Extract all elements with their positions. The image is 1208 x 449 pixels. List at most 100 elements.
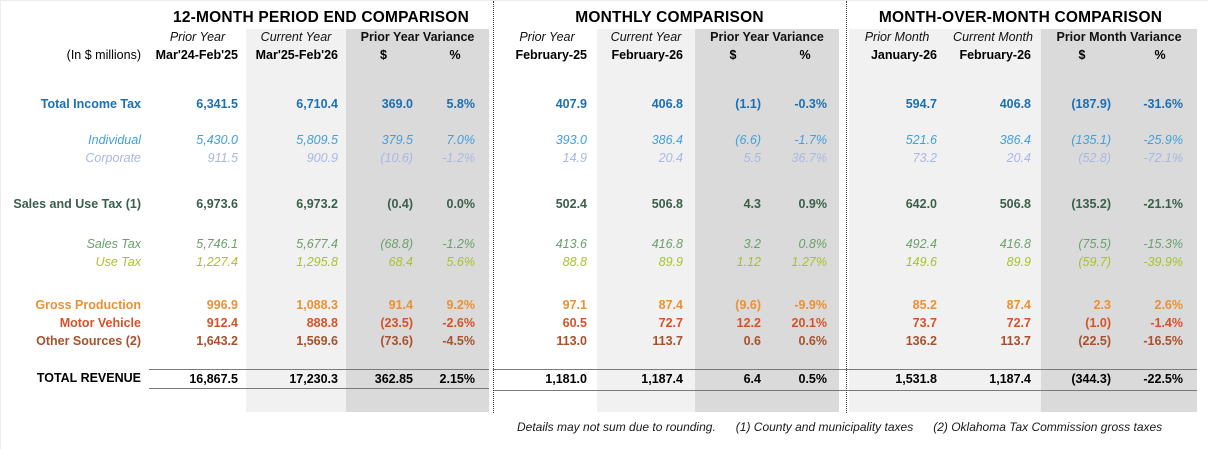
row-label-other-sources: Other Sources (2) [36,334,141,348]
other-sources-variance-dollar-value: 0.6 [743,334,761,348]
sales-and-use-tax-prior-value: 642.0 [905,197,937,211]
individual-prior-value: 5,430.0 [196,133,238,147]
data-rows: Total Income Tax 6,341.5 6,710.4 369.0 5.8% I… [1,95,493,389]
row-use-tax: Use Tax 1,227.4 1,295.8 68.4 5.6% [1,253,493,271]
use-tax-variance-percent-value: 1.27% [791,255,827,269]
corporate-prior-value: 14.9 [562,151,587,165]
other-sources-variance-dollar-value: (73.6) [380,334,413,348]
individual-variance-dollar-value: 379.5 [381,133,413,147]
gross-production-prior-value: 996.9 [206,298,238,312]
current-year-column-shading [246,29,346,412]
corporate-current-value: 900.9 [306,151,338,165]
other-sources-variance-percent-value: 0.6% [798,334,828,348]
current-month-header: Current Month [953,30,1033,44]
percent-column-header: % [449,48,461,62]
corporate-current-value: 20.4 [658,151,683,165]
corporate-current-value: 20.4 [1006,151,1031,165]
corporate-prior-value: 911.5 [207,151,238,165]
row-label-sales-and-use-tax: Sales and Use Tax (1) [13,197,141,211]
row-individual: 393.0 386.4 (6.6) -1.7% [493,131,846,149]
prior-period-label: Mar'24-Feb'25 [155,48,238,62]
sales-and-use-tax-prior-value: 6,973.6 [196,197,238,211]
variance-header: Prior Year Variance [710,30,824,44]
sales-and-use-tax-variance-dollar-value: (0.4) [387,197,413,211]
motor-vehicle-current-value: 72.7 [658,316,683,330]
other-sources-variance-dollar-value: (22.5) [1078,334,1111,348]
current-year-header: Current Year [260,30,332,44]
data-rows: 594.7 406.8 (187.9) -31.6% 521.6 386.4 (135.1)… [846,95,1208,391]
motor-vehicle-variance-percent-value: 20.1% [791,316,827,330]
footnote-1: (1) County and municipality taxes [735,420,914,434]
column-group-header-row: Prior Year Current Year Prior Year Varia… [1,29,493,45]
gross-production-current-value: 1,088.3 [296,298,338,312]
use-tax-current-value: 89.9 [658,255,683,269]
units-label: (In $ millions) [66,48,141,62]
motor-vehicle-variance-dollar-value: (23.5) [380,316,413,330]
total-income-tax-variance-dollar-value: (1.1) [735,97,761,111]
row-individual: Individual 5,430.0 5,809.5 379.5 7.0% [1,131,493,149]
sales-tax-current-value: 5,677.4 [296,237,338,251]
gross-production-variance-percent-value: -9.9% [794,298,827,312]
total-revenue-variance-percent-value: 2.15% [421,369,489,389]
column-group-header-row: Prior Year Current Year Prior Year Varia… [493,29,846,45]
sales-tax-current-value: 416.8 [651,237,683,251]
dollar-column-header: $ [1078,48,1086,62]
row-gross-production: 85.2 87.4 2.3 2.6% [846,296,1208,314]
prior-period-label: February-25 [515,48,587,62]
motor-vehicle-variance-percent-value: -1.4% [1150,316,1183,330]
total-revenue-current-value: 17,230.3 [246,369,346,389]
rounding-note: Details may not sum due to rounding. [517,420,716,434]
row-motor-vehicle: 73.7 72.7 (1.0) -1.4% [846,314,1208,332]
row-label-corporate: Corporate [85,151,141,165]
individual-current-value: 5,809.5 [296,133,338,147]
data-rows: 407.9 406.8 (1.1) -0.3% 393.0 386.4 (6.6) -1.7%… [493,95,846,391]
gross-production-variance-dollar-value: 91.4 [388,298,413,312]
sales-tax-prior-value: 492.4 [905,237,937,251]
row-other-sources: Other Sources (2) 1,643.2 1,569.6 (73.6) -4.… [1,332,493,350]
other-sources-variance-percent-value: -4.5% [442,334,475,348]
individual-variance-percent-value: 7.0% [446,133,476,147]
sales-and-use-tax-current-value: 506.8 [651,197,683,211]
prior-year-header: Prior Year [169,30,226,44]
percent-column-header: % [799,48,811,62]
corporate-variance-percent-value: 36.7% [791,151,827,165]
row-motor-vehicle: Motor Vehicle 912.4 888.8 (23.5) -2.6% [1,314,493,332]
total-income-tax-prior-value: 6,341.5 [196,97,238,111]
use-tax-variance-percent-value: 5.6% [446,255,476,269]
row-corporate: 73.2 20.4 (52.8) -72.1% [846,149,1208,167]
total-income-tax-variance-dollar-value: 369.0 [381,97,413,111]
period-header-row: February-25 February-26 $ % [493,45,846,67]
corporate-prior-value: 73.2 [912,151,937,165]
prior-year-header: Prior Year [519,30,575,44]
row-total-income-tax: 407.9 406.8 (1.1) -0.3% [493,95,846,113]
total-revenue-prior-value: 1,181.0 [545,372,587,386]
total-income-tax-current-value: 406.8 [999,97,1031,111]
total-income-tax-current-value: 6,710.4 [296,97,338,111]
section-monthly-comparison: MONTHLY COMPARISON Prior Year Current Ye… [493,1,846,449]
row-label-total-revenue: TOTAL REVENUE [36,371,141,385]
column-group-header-row: Prior Month Current Month Prior Month Va… [846,29,1208,45]
motor-vehicle-variance-percent-value: -2.6% [442,316,475,330]
row-sales-and-use-tax: 642.0 506.8 (135.2) -21.1% [846,195,1208,213]
corporate-variance-dollar-value: (52.8) [1078,151,1111,165]
variance-columns-shading [695,29,839,412]
sales-tax-variance-dollar-value: (68.8) [380,237,413,251]
current-period-label: Mar'25-Feb'26 [255,48,338,62]
section-divider-dotted [493,1,494,413]
total-revenue-variance-dollar-value: (344.3) [1071,372,1111,386]
use-tax-variance-dollar-value: (59.7) [1078,255,1111,269]
use-tax-prior-value: 149.6 [905,255,937,269]
sales-tax-prior-value: 5,746.1 [196,237,238,251]
row-other-sources: 136.2 113.7 (22.5) -16.5% [846,332,1208,350]
section-12-month-comparison: 12-MONTH PERIOD END COMPARISON Prior Yea… [1,1,493,449]
other-sources-current-value: 113.7 [1000,334,1031,348]
total-income-tax-prior-value: 594.7 [905,97,937,111]
row-total-revenue: 1,531.8 1,187.4 (344.3) -22.5% [846,369,1197,391]
sales-and-use-tax-prior-value: 502.4 [555,197,587,211]
dollar-column-header: $ [380,48,387,62]
gross-production-variance-dollar-value: (9.6) [735,298,761,312]
variance-header: Prior Year Variance [360,30,475,44]
prior-period-label: January-26 [870,48,937,62]
use-tax-variance-dollar-value: 1.12 [736,255,761,269]
